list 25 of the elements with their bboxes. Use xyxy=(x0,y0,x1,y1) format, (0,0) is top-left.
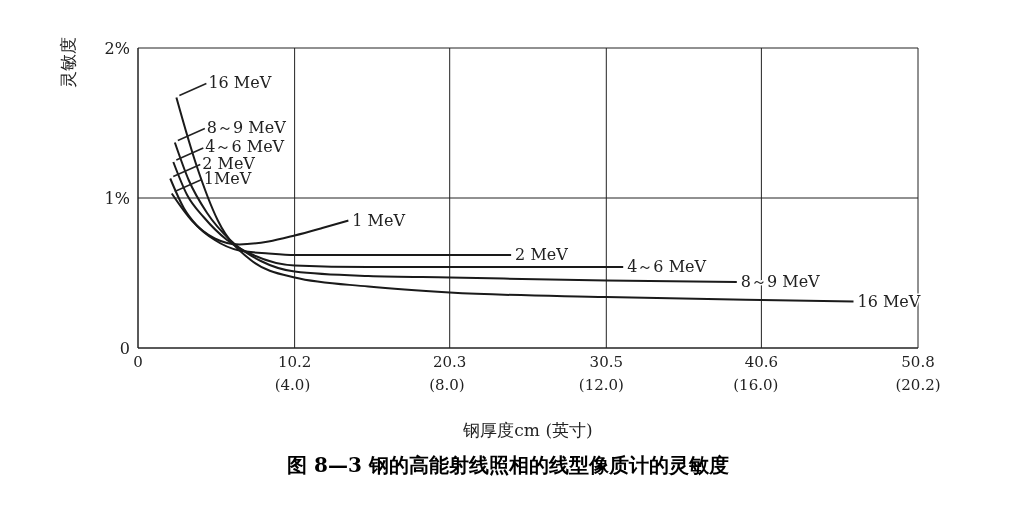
annotation: 4～6 MeV xyxy=(205,137,285,156)
x-tick-label: 10.2 xyxy=(277,352,312,371)
y-tick-label: 0 xyxy=(119,338,130,358)
y-tick-label: 1% xyxy=(104,188,130,208)
annotation: 16 MeV xyxy=(208,72,272,92)
x2-tick-label: (20.2) xyxy=(895,376,941,394)
x-tick-label: 50.8 xyxy=(901,352,935,371)
x2-tick-label: (16.0) xyxy=(733,376,779,394)
x-tick-label: 20.3 xyxy=(432,352,467,371)
x2-tick-label: (4.0) xyxy=(274,376,311,394)
series-label: 1 MeV xyxy=(352,210,406,230)
y-tick-label: 2% xyxy=(104,38,130,58)
x2-tick-label: (8.0) xyxy=(429,376,465,394)
series-label: 16 MeV xyxy=(857,291,921,311)
series-label: 2 MeV xyxy=(515,245,569,264)
annotation: 8～9 MeV xyxy=(206,117,287,137)
series-label: 4～6 MeV xyxy=(627,257,707,276)
x-tick-label: 30.5 xyxy=(589,352,624,371)
x-tick-label: 40.6 xyxy=(744,352,779,371)
y-axis-title: 灵敏度 xyxy=(58,37,79,88)
text: 图 8—3 钢的高能射线照相的线型像质计的灵敏度 xyxy=(286,452,730,479)
annotation: 1MeV xyxy=(203,168,252,188)
x-axis-title: 钢厚度cm (英寸) xyxy=(462,420,593,440)
x-tick-label: 0 xyxy=(133,352,143,371)
x2-tick-label: (12.0) xyxy=(578,376,624,394)
